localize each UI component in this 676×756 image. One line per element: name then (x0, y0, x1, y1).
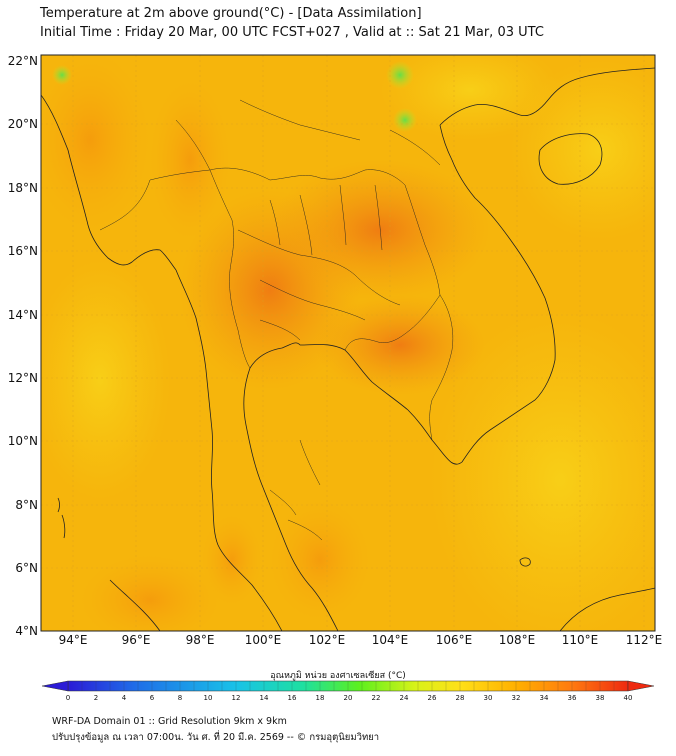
colorbar-tick-16: 16 (287, 694, 297, 702)
lat-label-4n: 4°N (15, 624, 38, 638)
footer-model-info: WRF-DA Domain 01 :: Grid Resolution 9km … (52, 716, 287, 727)
colorbar-tick-14: 14 (259, 694, 269, 702)
borders (99, 99, 454, 541)
colorbar-tick-28: 28 (455, 694, 465, 702)
lat-label-22n: 22°N (7, 54, 38, 68)
plot-frame (40, 54, 656, 632)
map-subtitle: Initial Time : Friday 20 Mar, 00 UTC FCS… (40, 25, 544, 40)
colorbar-tick-22: 22 (371, 694, 381, 702)
lon-label-108e: 108°E (498, 633, 536, 647)
colorbar-min-arrow (41, 680, 69, 692)
colorbar-tick-2: 2 (93, 694, 99, 702)
colorbar-tick-10: 10 (203, 694, 213, 702)
colorbar-tick-6: 6 (149, 694, 155, 702)
lon-label-102e: 102°E (308, 633, 346, 647)
lat-label-10n: 10°N (7, 434, 38, 448)
colorbar-tick-20: 20 (343, 694, 353, 702)
footer-update-info: ปรับปรุงข้อมูล ณ เวลา 07:00น. วัน ศ. ที่… (52, 732, 380, 743)
colorbar-tick-36: 36 (567, 694, 577, 702)
colorbar-tick-12: 12 (231, 694, 241, 702)
map-title: Temperature at 2m above ground(°C) - [Da… (40, 6, 422, 21)
lon-label-96e: 96°E (121, 633, 151, 647)
lat-label-16n: 16°N (7, 244, 38, 258)
lon-label-94e: 94°E (58, 633, 88, 647)
colorbar-tick-40: 40 (623, 694, 633, 702)
colorbar-tick-4: 4 (121, 694, 127, 702)
colorbar (41, 680, 655, 692)
colorbar-tick-0: 0 (65, 694, 71, 702)
colorbar-tick-32: 32 (511, 694, 521, 702)
lat-label-12n: 12°N (7, 371, 38, 385)
colorbar-tick-30: 30 (483, 694, 493, 702)
lat-label-18n: 18°N (7, 181, 38, 195)
colorbar-tick-38: 38 (595, 694, 605, 702)
colorbar-max-arrow (627, 680, 655, 692)
lon-label-98e: 98°E (185, 633, 215, 647)
temperature-field (41, 55, 655, 631)
colorbar-title: อุณหภูมิ หน่วย องศาเซลเซียส (°C) (270, 671, 406, 681)
coastlines (41, 67, 655, 631)
colorbar-tick-34: 34 (539, 694, 549, 702)
lat-label-14n: 14°N (7, 308, 38, 322)
lat-label-8n: 8°N (15, 498, 38, 512)
colorbar-tick-8: 8 (177, 694, 183, 702)
lon-label-110e: 110°E (561, 633, 599, 647)
lon-label-100e: 100°E (244, 633, 282, 647)
lat-label-6n: 6°N (15, 561, 38, 575)
lon-label-106e: 106°E (435, 633, 473, 647)
lat-label-20n: 20°N (7, 117, 38, 131)
lon-label-104e: 104°E (371, 633, 409, 647)
colorbar-tick-26: 26 (427, 694, 437, 702)
colorbar-tick-18: 18 (315, 694, 325, 702)
lon-label-112e: 112°E (625, 633, 663, 647)
colorbar-tick-24: 24 (399, 694, 409, 702)
